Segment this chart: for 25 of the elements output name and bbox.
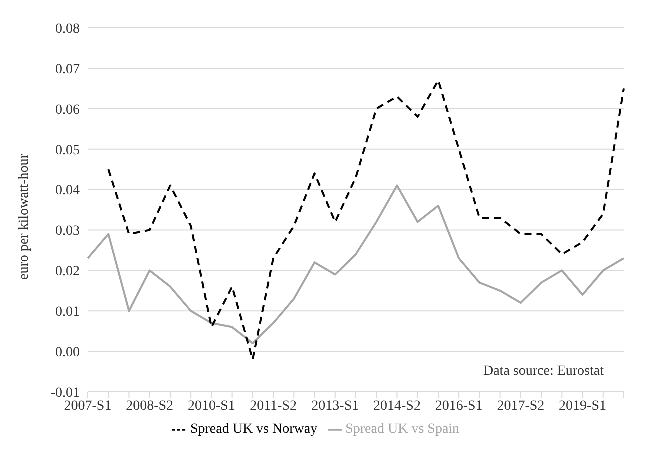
legend-label: Spread UK vs Spain (346, 422, 460, 437)
line-series (108, 80, 625, 361)
y-tick-label: 0.01 (56, 305, 80, 320)
x-tick-label: 2017-S2 (497, 398, 545, 414)
y-axis-title: euro per kilowatt-hour (16, 154, 32, 280)
y-tick-label: 0.00 (56, 346, 80, 361)
y-tick-label: 0.05 (56, 143, 80, 158)
y-tick-label: 0.02 (56, 264, 80, 280)
x-tick-label: 2013-S1 (312, 398, 360, 414)
x-tick-label: 2010-S1 (188, 398, 236, 414)
y-tick-label: 0.06 (56, 102, 80, 118)
x-tick-label: 2019-S1 (559, 398, 606, 414)
y-tick-label: 0.03 (56, 224, 80, 240)
x-tick-label: 2007-S1 (64, 398, 112, 414)
x-tick-label: 2014-S2 (374, 398, 421, 414)
annotation: Data source: Eurostat (483, 364, 604, 380)
y-tick-label: 0.08 (56, 22, 80, 37)
y-tick-label: 0.07 (56, 62, 80, 78)
y-tick-label: -0.01 (50, 386, 80, 401)
y-tick-label: 0.04 (56, 184, 80, 199)
legend-label: Spread UK vs Norway (190, 422, 318, 437)
x-tick-label: 2011-S2 (250, 398, 298, 414)
x-tick-label: 2016-S1 (435, 398, 483, 414)
line-series (87, 184, 625, 344)
x-tick-label: 2008-S2 (126, 398, 174, 414)
